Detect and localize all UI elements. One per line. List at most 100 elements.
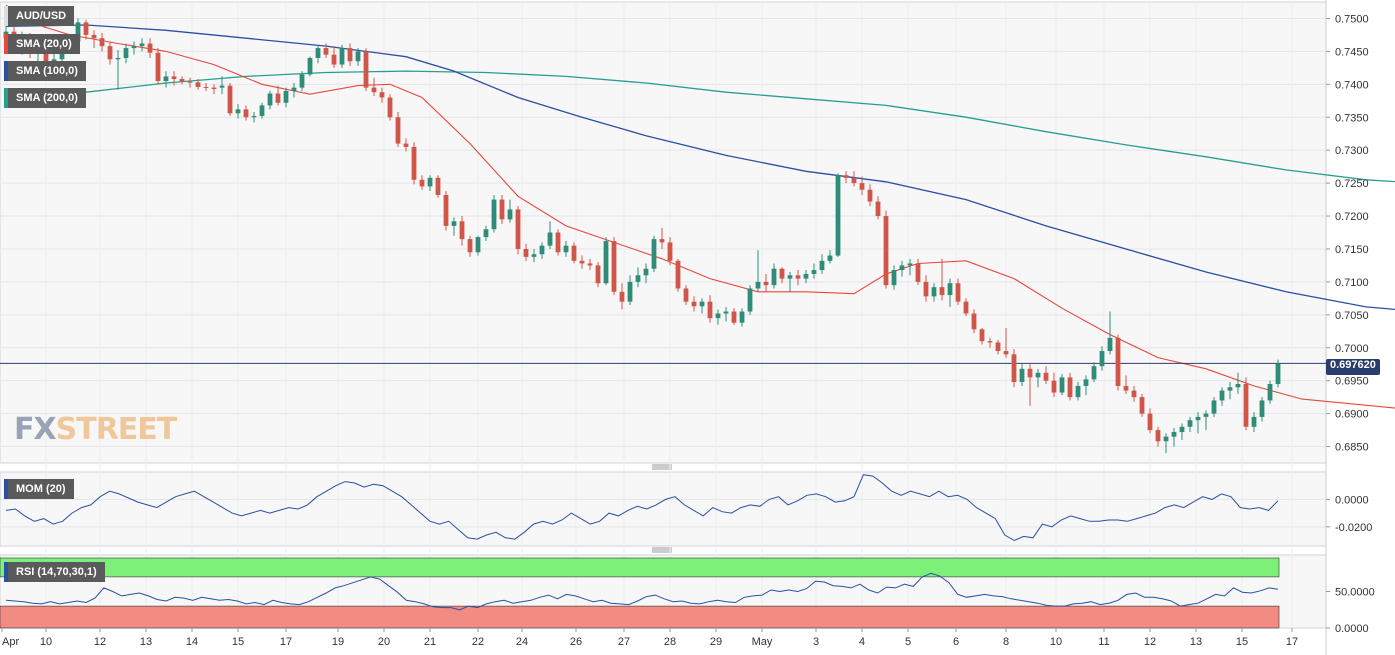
- time-tick-label: 8: [1003, 636, 1009, 648]
- candle-bullish: [1035, 368, 1041, 388]
- candle-bearish: [523, 243, 529, 261]
- candle-body: [1267, 383, 1273, 401]
- legend-rsi-label: RSI (14,70,30,1): [16, 566, 97, 578]
- candle-bearish: [851, 171, 857, 187]
- candle-body: [75, 22, 81, 42]
- panel-splitter[interactable]: [652, 547, 672, 553]
- time-tick-label: 12: [94, 636, 106, 648]
- candle-bearish: [915, 258, 921, 286]
- mom-tick-label: -0.0200: [1335, 522, 1372, 534]
- candle-body: [91, 34, 97, 39]
- price-tick-label: 0.7300: [1335, 145, 1369, 157]
- candle-body: [675, 260, 681, 289]
- candle-body: [283, 90, 289, 103]
- price-tick-label: 0.6900: [1335, 409, 1369, 421]
- candle-body: [611, 241, 617, 292]
- time-tick-label: 10: [40, 636, 52, 648]
- candle-bullish: [835, 173, 841, 257]
- time-tick-label: 20: [378, 636, 390, 648]
- candle-bearish: [987, 337, 993, 348]
- candle-body: [811, 270, 817, 274]
- candle-body: [891, 270, 897, 286]
- candle-bearish: [843, 171, 849, 184]
- candle-bullish: [339, 44, 345, 68]
- candle-body: [1075, 385, 1081, 398]
- candle-bearish: [411, 142, 417, 185]
- candle-body: [627, 281, 633, 302]
- candle-bullish: [627, 275, 633, 305]
- rsi-oversold-zone: [0, 605, 1280, 629]
- candle-body: [955, 283, 961, 302]
- price-tick-label: 0.7450: [1335, 46, 1369, 58]
- candle-bullish: [1211, 397, 1217, 417]
- candle-body: [667, 242, 673, 261]
- candle-bullish: [891, 265, 897, 290]
- fxstreet-logo: FXSTREET: [14, 412, 177, 447]
- time-tick-label: 17: [1286, 636, 1298, 648]
- candle-bearish: [963, 298, 969, 317]
- candle-body: [483, 229, 489, 238]
- candle-bullish: [507, 199, 513, 223]
- candle-bullish: [539, 242, 545, 259]
- candle-body: [83, 22, 89, 35]
- symbol-tag: AUD/USD: [4, 6, 75, 26]
- candle-bearish: [363, 48, 369, 91]
- candle-body: [331, 54, 337, 65]
- candle-bearish: [1011, 349, 1017, 388]
- price-panel: [0, 1, 1327, 464]
- candle-body: [419, 179, 425, 187]
- candle-body: [899, 265, 905, 271]
- panel-splitter[interactable]: [652, 464, 672, 470]
- candle-bullish: [427, 175, 433, 192]
- candle-body: [691, 301, 697, 307]
- candle-bearish: [1123, 375, 1129, 394]
- candle-body: [1251, 416, 1257, 427]
- candle-bearish: [467, 235, 473, 257]
- candle-bearish: [1043, 366, 1049, 384]
- candle-bearish: [763, 273, 769, 292]
- candle-bullish: [267, 90, 273, 110]
- candle-bearish: [387, 94, 393, 121]
- candle-body: [883, 216, 889, 286]
- candle-bullish: [283, 87, 289, 108]
- candle-body: [235, 109, 241, 114]
- mom-swatch: [4, 479, 8, 499]
- candle-body: [507, 209, 513, 220]
- candle-bearish: [227, 83, 233, 116]
- candle-bearish: [579, 255, 585, 269]
- time-tick-label: 13: [140, 636, 152, 648]
- candle-bearish: [795, 270, 801, 286]
- sma200-line: [5, 70, 1395, 183]
- candle-bearish: [371, 77, 377, 97]
- candle-body: [139, 43, 145, 47]
- candle-bullish: [723, 306, 729, 322]
- sma100-swatch: [4, 61, 8, 81]
- candle-body: [299, 74, 305, 88]
- candle-body: [1003, 351, 1009, 355]
- candle-body: [1099, 351, 1105, 367]
- candle-body: [651, 239, 657, 269]
- candle-body: [915, 263, 921, 282]
- mom-panel: [0, 471, 1327, 547]
- candle-bearish: [1243, 377, 1249, 431]
- candle-body: [1227, 387, 1233, 391]
- candle-bearish: [435, 175, 441, 198]
- legend-rsi: RSI (14,70,30,1): [4, 562, 105, 582]
- candle-body: [251, 115, 257, 118]
- candle-bearish: [171, 71, 177, 86]
- legend-mom-label: MOM (20): [16, 483, 66, 495]
- candle-body: [755, 281, 761, 289]
- candle-bullish: [1259, 397, 1265, 422]
- candle-bearish: [659, 227, 665, 249]
- sma20-swatch: [4, 34, 8, 54]
- price-tick-label: 0.7050: [1335, 310, 1369, 322]
- candle-bullish: [1267, 380, 1273, 404]
- candle-body: [203, 86, 209, 88]
- candle-body: [1275, 363, 1281, 384]
- candle-bearish: [195, 79, 201, 90]
- candle-bullish: [635, 267, 641, 288]
- candle-bearish: [203, 83, 209, 91]
- price-tick-label: 0.7250: [1335, 178, 1369, 190]
- candle-bullish: [643, 263, 649, 284]
- price-tick-label: 0.7350: [1335, 112, 1369, 124]
